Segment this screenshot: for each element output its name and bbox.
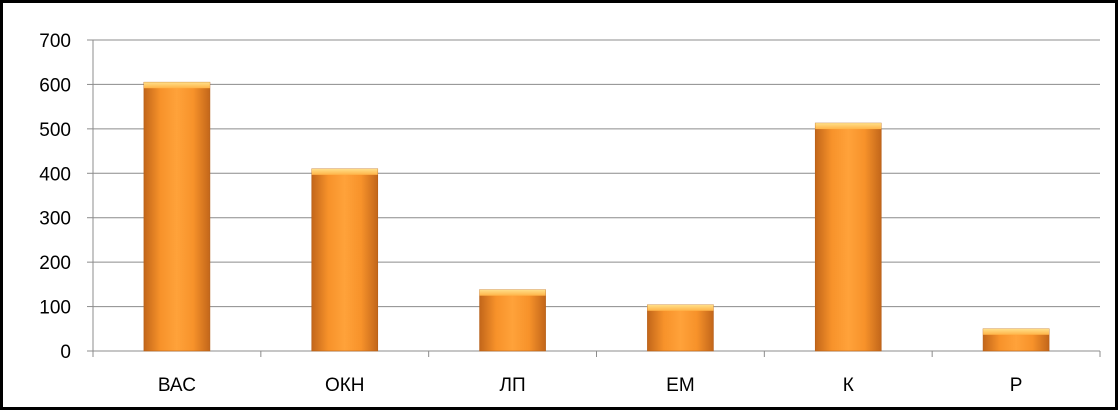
axes [87, 39, 1101, 357]
y-tick-label: 700 [39, 31, 71, 52]
y-tick-label: 300 [39, 209, 71, 230]
tick-labels: 0 100 200 300 400 500 600 700 ВАС ОКН ЛП ЕМ К Р [39, 31, 1022, 396]
bar-chart: 0 100 200 300 400 500 600 700 ВАС ОКН ЛП ЕМ К Р [39, 31, 1101, 396]
bar-highlight [815, 123, 882, 130]
x-tick-label: ВАС [158, 375, 196, 396]
x-tick-label: ОКН [325, 375, 365, 396]
bar-highlight [311, 168, 378, 175]
bar-highlight [983, 328, 1050, 335]
y-tick-label: 600 [39, 75, 71, 96]
bar [647, 304, 714, 352]
bar [143, 81, 211, 352]
y-tick-label: 400 [39, 164, 71, 185]
x-tick-label: К [843, 375, 854, 396]
y-tick-label: 0 [60, 342, 71, 363]
bar [311, 168, 379, 352]
bar-highlight [143, 82, 210, 89]
x-tick-label: ЕМ [666, 375, 695, 396]
y-tick-label: 500 [39, 120, 71, 141]
gridlines [93, 39, 1100, 308]
bar [479, 289, 546, 352]
x-tick-label: ЛП [500, 375, 526, 396]
x-tick-label: Р [1010, 375, 1023, 396]
bar-highlight [647, 304, 714, 311]
bar-highlight [479, 289, 546, 296]
bar [814, 122, 882, 352]
bars [143, 81, 1050, 352]
y-tick-label: 100 [39, 298, 71, 319]
y-tick-label: 200 [39, 253, 71, 274]
